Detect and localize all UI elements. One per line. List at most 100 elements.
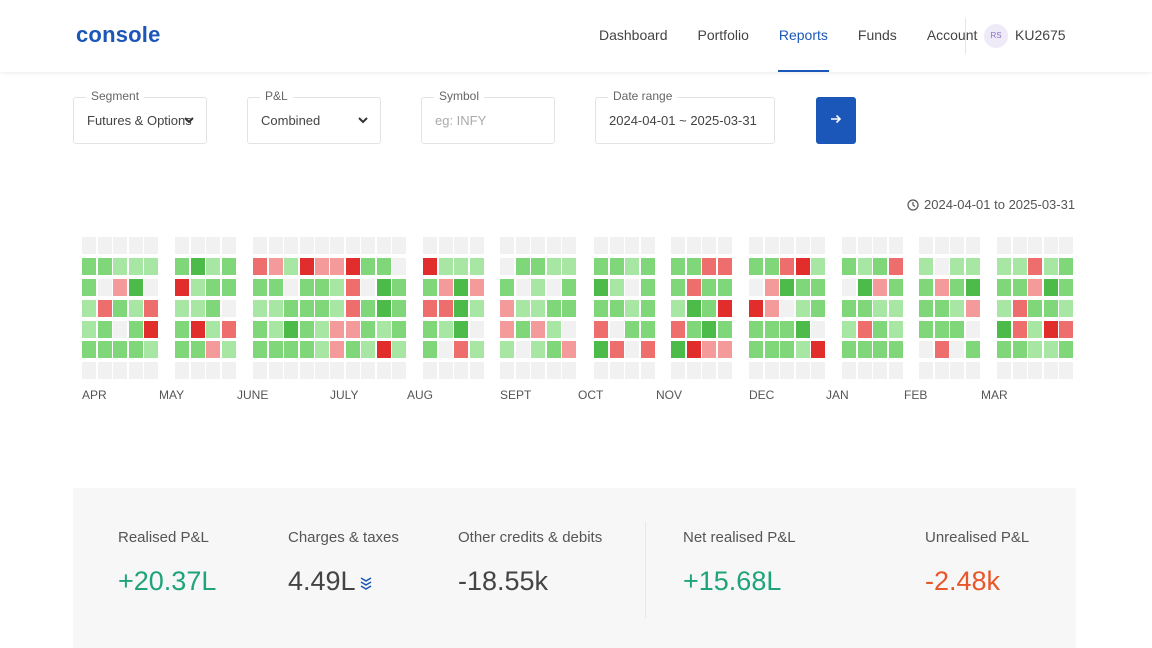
heatmap-day-cell[interactable] (857, 258, 872, 275)
heatmap-day-cell[interactable] (702, 258, 716, 275)
heatmap-day-cell[interactable] (175, 321, 189, 338)
heatmap-day-cell[interactable] (206, 279, 220, 296)
heatmap-day-cell[interactable] (469, 321, 484, 338)
heatmap-day-cell[interactable] (965, 341, 980, 358)
heatmap-day-cell[interactable] (82, 362, 96, 379)
console-logo[interactable]: console (76, 22, 161, 47)
heatmap-day-cell[interactable] (934, 362, 949, 379)
heatmap-day-cell[interactable] (515, 279, 530, 296)
heatmap-day-cell[interactable] (206, 237, 220, 254)
heatmap-day-cell[interactable] (438, 237, 453, 254)
heatmap-day-cell[interactable] (950, 362, 964, 379)
heatmap-day-cell[interactable] (965, 300, 980, 317)
heatmap-day-cell[interactable] (965, 279, 980, 296)
heatmap-day-cell[interactable] (795, 237, 810, 254)
heatmap-day-cell[interactable] (1059, 300, 1073, 317)
heatmap-day-cell[interactable] (1043, 258, 1058, 275)
heatmap-day-cell[interactable] (764, 321, 779, 338)
pnl-select[interactable]: P&L Combined (247, 89, 381, 144)
heatmap-day-cell[interactable] (113, 300, 127, 317)
layers-icon[interactable] (359, 574, 373, 590)
heatmap-day-cell[interactable] (284, 362, 298, 379)
heatmap-day-cell[interactable] (702, 321, 716, 338)
heatmap-day-cell[interactable] (764, 237, 779, 254)
heatmap-day-cell[interactable] (515, 237, 530, 254)
heatmap-day-cell[interactable] (1028, 258, 1042, 275)
heatmap-day-cell[interactable] (594, 341, 608, 358)
heatmap-day-cell[interactable] (749, 341, 763, 358)
heatmap-day-cell[interactable] (128, 321, 143, 338)
heatmap-day-cell[interactable] (1012, 321, 1027, 338)
heatmap-day-cell[interactable] (625, 362, 639, 379)
heatmap-day-cell[interactable] (97, 279, 112, 296)
heatmap-day-cell[interactable] (625, 279, 639, 296)
heatmap-day-cell[interactable] (97, 300, 112, 317)
heatmap-day-cell[interactable] (361, 341, 375, 358)
heatmap-day-cell[interactable] (562, 300, 576, 317)
heatmap-day-cell[interactable] (361, 258, 375, 275)
heatmap-day-cell[interactable] (888, 341, 903, 358)
heatmap-day-cell[interactable] (857, 279, 872, 296)
heatmap-day-cell[interactable] (206, 300, 220, 317)
heatmap-day-cell[interactable] (515, 362, 530, 379)
heatmap-day-cell[interactable] (144, 341, 158, 358)
segment-select[interactable]: Segment Futures & Options (73, 89, 207, 144)
heatmap-day-cell[interactable] (671, 300, 685, 317)
heatmap-day-cell[interactable] (1012, 237, 1027, 254)
nav-account[interactable]: Account (926, 27, 978, 43)
heatmap-day-cell[interactable] (671, 279, 685, 296)
heatmap-day-cell[interactable] (82, 258, 96, 275)
heatmap-day-cell[interactable] (950, 341, 964, 358)
heatmap-day-cell[interactable] (128, 237, 143, 254)
heatmap-day-cell[interactable] (717, 258, 732, 275)
heatmap-day-cell[interactable] (780, 362, 794, 379)
heatmap-day-cell[interactable] (345, 341, 360, 358)
heatmap-day-cell[interactable] (454, 362, 468, 379)
heatmap-day-cell[interactable] (640, 258, 655, 275)
heatmap-day-cell[interactable] (594, 321, 608, 338)
heatmap-day-cell[interactable] (253, 258, 267, 275)
heatmap-day-cell[interactable] (113, 237, 127, 254)
heatmap-day-cell[interactable] (299, 341, 314, 358)
heatmap-day-cell[interactable] (780, 321, 794, 338)
heatmap-day-cell[interactable] (376, 279, 391, 296)
heatmap-day-cell[interactable] (206, 258, 220, 275)
heatmap-day-cell[interactable] (640, 321, 655, 338)
heatmap-day-cell[interactable] (997, 258, 1011, 275)
heatmap-day-cell[interactable] (392, 321, 406, 338)
heatmap-day-cell[interactable] (392, 237, 406, 254)
heatmap-day-cell[interactable] (268, 300, 283, 317)
heatmap-day-cell[interactable] (842, 321, 856, 338)
heatmap-day-cell[interactable] (625, 258, 639, 275)
heatmap-day-cell[interactable] (454, 258, 468, 275)
heatmap-day-cell[interactable] (546, 341, 561, 358)
heatmap-day-cell[interactable] (686, 279, 701, 296)
heatmap-day-cell[interactable] (299, 300, 314, 317)
heatmap-day-cell[interactable] (299, 237, 314, 254)
heatmap-day-cell[interactable] (268, 279, 283, 296)
heatmap-day-cell[interactable] (686, 258, 701, 275)
heatmap-day-cell[interactable] (268, 362, 283, 379)
heatmap-day-cell[interactable] (284, 321, 298, 338)
heatmap-day-cell[interactable] (749, 362, 763, 379)
heatmap-day-cell[interactable] (1043, 237, 1058, 254)
heatmap-day-cell[interactable] (299, 279, 314, 296)
heatmap-day-cell[interactable] (330, 341, 344, 358)
heatmap-day-cell[interactable] (1028, 341, 1042, 358)
heatmap-day-cell[interactable] (997, 321, 1011, 338)
heatmap-day-cell[interactable] (780, 279, 794, 296)
heatmap-day-cell[interactable] (811, 237, 825, 254)
heatmap-day-cell[interactable] (1028, 300, 1042, 317)
heatmap-day-cell[interactable] (284, 300, 298, 317)
heatmap-day-cell[interactable] (609, 341, 624, 358)
heatmap-day-cell[interactable] (686, 341, 701, 358)
heatmap-day-cell[interactable] (299, 258, 314, 275)
heatmap-day-cell[interactable] (500, 279, 514, 296)
heatmap-day-cell[interactable] (376, 341, 391, 358)
heatmap-day-cell[interactable] (469, 279, 484, 296)
heatmap-day-cell[interactable] (795, 300, 810, 317)
heatmap-day-cell[interactable] (392, 362, 406, 379)
heatmap-day-cell[interactable] (811, 258, 825, 275)
heatmap-day-cell[interactable] (82, 279, 96, 296)
heatmap-day-cell[interactable] (546, 258, 561, 275)
